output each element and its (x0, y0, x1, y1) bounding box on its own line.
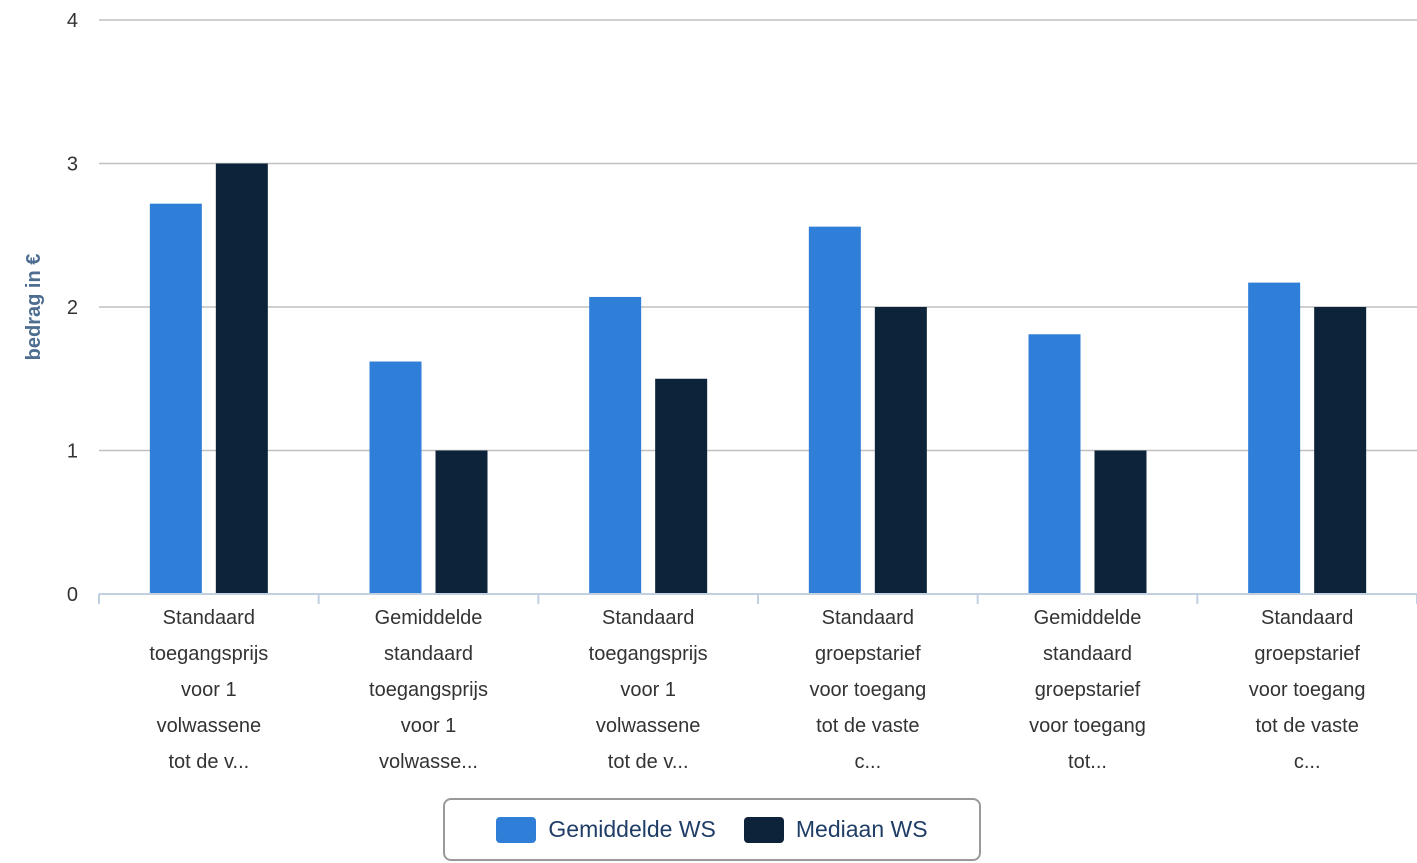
legend-label-gemiddelde: Gemiddelde WS (548, 816, 716, 842)
legend-item-mediaan[interactable]: Mediaan WS (743, 816, 928, 843)
bar-mediaan[interactable] (1094, 450, 1147, 595)
bar-mediaan[interactable] (655, 378, 708, 594)
bar-gemiddelde[interactable] (1028, 334, 1081, 594)
bar-gemiddelde[interactable] (589, 296, 642, 594)
bar-mediaan[interactable] (215, 163, 268, 595)
bar-gemiddelde[interactable] (149, 203, 202, 594)
x-tick-label: Gemiddelde standaard groepstarief voor toeg… (1029, 607, 1146, 773)
bar-gemiddelde[interactable] (808, 226, 861, 594)
x-tick-label: Standaard toegangsprijs voor 1 volwassene to… (589, 607, 708, 773)
y-axis-ticks: 0 1 2 3 4 (67, 10, 78, 606)
y-tick-label: 4 (67, 10, 78, 32)
bar-mediaan[interactable] (874, 307, 927, 594)
bar-mediaan[interactable] (1314, 307, 1367, 594)
y-tick-label: 0 (67, 584, 78, 606)
legend-swatch-mediaan (743, 816, 784, 843)
x-axis-labels: Standaard toegangsprijs voor 1 volwassene to… (149, 607, 1365, 773)
x-tick-label: Standaard groepstarief voor toegang tot de … (809, 607, 926, 773)
legend-label-mediaan: Mediaan WS (795, 816, 928, 842)
bar-mediaan[interactable] (435, 450, 488, 595)
legend: Gemiddelde WS Mediaan WS (443, 798, 981, 861)
y-tick-label: 3 (67, 154, 78, 176)
bars (149, 163, 1367, 595)
y-axis-title: bedrag in € (23, 254, 45, 361)
x-axis (98, 593, 1417, 604)
grid-lines (99, 19, 1417, 452)
x-tick-label: Standaard toegangsprijs voor 1 volwassene to… (149, 607, 268, 773)
y-tick-label: 1 (67, 441, 78, 463)
x-tick-label: Gemiddelde standaard toegangsprijs voor 1 vo… (369, 607, 488, 773)
legend-item-gemiddelde[interactable]: Gemiddelde WS (496, 816, 716, 843)
y-tick-label: 2 (67, 297, 78, 319)
legend-swatch-gemiddelde (496, 816, 537, 843)
bar-gemiddelde[interactable] (1248, 282, 1301, 594)
x-tick-label: Standaard groepstarief voor toegang tot de … (1249, 607, 1366, 773)
bar-gemiddelde[interactable] (369, 361, 422, 594)
